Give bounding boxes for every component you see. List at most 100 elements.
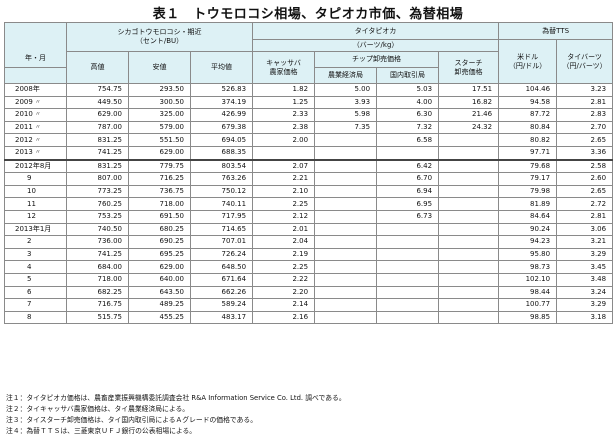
cell-usd: 94.58: [498, 95, 558, 110]
footnote: 注１：タイタピオカ価格は、農畜産業振興機構委託調査会社 R&A Informat…: [6, 394, 346, 402]
cell-avg: 662.26: [189, 285, 254, 300]
cell-high: 831.25: [66, 133, 129, 147]
cell-cassava: 2.22: [252, 272, 316, 287]
cell-avg: 803.54: [189, 158, 254, 174]
cell-baht: 2.81: [556, 95, 614, 110]
cell-baht: 3.21: [556, 235, 614, 249]
cell-chip-agri: 3.93: [314, 95, 378, 110]
cell-chip-agri: 7.35: [314, 120, 378, 135]
header-corn-unit: （セント/BU）: [135, 37, 184, 45]
cell-cassava: 2.19: [252, 247, 316, 262]
cell-usd: 98.85: [498, 310, 558, 325]
cell-high: 716.75: [66, 298, 129, 312]
cell-baht: 2.65: [556, 133, 614, 147]
cell-starch: 21.46: [438, 108, 500, 122]
cell-chip-domestic: 6.94: [376, 184, 440, 199]
cell-low: 779.75: [128, 158, 191, 174]
cell-avg: 679.38: [189, 120, 254, 135]
cell-chip-agri: [314, 133, 378, 147]
cell-high: 773.25: [66, 184, 129, 199]
cell-chip-agri: [314, 222, 378, 237]
cell-cassava: 2.21: [252, 172, 316, 186]
header-fx-group: 為替TTS: [498, 22, 614, 40]
cell-chip-agri: [314, 272, 378, 287]
cell-chip-domestic: 6.70: [376, 172, 440, 186]
row-label-text: 12: [27, 212, 36, 221]
cell-baht: 2.70: [556, 120, 614, 135]
cell-chip-domestic: 6.95: [376, 197, 440, 211]
ditto-mark: 〃: [34, 111, 41, 119]
cell-baht: 2.83: [556, 108, 614, 122]
cell-high: 629.00: [66, 108, 129, 122]
table-row: 12 753.25 691.50 717.95 2.12 6.73 84.64 2.81: [4, 209, 614, 224]
cell-low: 455.25: [128, 310, 191, 325]
cell-chip-domestic: [376, 310, 440, 325]
header-baht-unit: （円/バーツ）: [562, 61, 607, 70]
cell-chip-agri: 5.00: [314, 83, 378, 97]
cell-chip-agri: [314, 172, 378, 186]
cell-avg: 750.12: [189, 184, 254, 199]
cell-chip-domestic: [376, 260, 440, 274]
cell-avg: 740.11: [189, 197, 254, 211]
cell-baht: 3.29: [556, 298, 614, 312]
cell-chip-agri: [314, 310, 378, 325]
row-label: 9: [4, 172, 67, 186]
cell-baht: 3.36: [556, 145, 614, 161]
cell-cassava: [252, 145, 316, 161]
cell-low: 629.00: [128, 145, 191, 161]
row-label: 8: [4, 310, 67, 325]
cell-cassava: 2.25: [252, 197, 316, 211]
header-starch: スターチ 卸売価格: [438, 51, 500, 84]
header-usd-label: 米ドル: [517, 52, 539, 61]
cell-baht: 2.65: [556, 184, 614, 199]
header-cassava: キャッサバ 農家価格: [252, 51, 316, 84]
cell-cassava: 2.33: [252, 108, 316, 122]
cell-cassava: 2.14: [252, 298, 316, 312]
row-label-text: 7: [27, 300, 32, 309]
row-label-text: 6: [27, 287, 32, 296]
cell-usd: 100.77: [498, 298, 558, 312]
row-label: 6: [4, 285, 67, 300]
cell-baht: 3.06: [556, 222, 614, 237]
table-row: 2008年 754.75 293.50 526.83 1.82 5.00 5.03 17.51…: [4, 83, 614, 97]
cell-starch: [438, 133, 500, 147]
cell-high: 807.00: [66, 172, 129, 186]
table-row: 5 718.00 640.00 671.64 2.22 102.10 3.48: [4, 272, 614, 287]
cell-usd: 84.64: [498, 209, 558, 224]
header-starch-sub: 卸売価格: [454, 67, 483, 76]
row-label: 7: [4, 298, 67, 312]
table-row: 4 684.00 629.00 648.50 2.25 98.73 3.45: [4, 260, 614, 274]
table-row: 2 736.00 690.25 707.01 2.04 94.23 3.21: [4, 235, 614, 249]
footnote: 注３：タイスターチ卸売価格は、タイ国内取引局によるＡグレードの価格である。: [6, 416, 258, 424]
row-label: 2: [4, 235, 67, 249]
cell-starch: 16.82: [438, 95, 500, 110]
cell-baht: 2.81: [556, 209, 614, 224]
cell-starch: [438, 235, 500, 249]
row-label: 3: [4, 247, 67, 262]
cell-chip-domestic: 4.00: [376, 95, 440, 110]
ditto-mark: 〃: [34, 136, 41, 144]
cell-high: 753.25: [66, 209, 129, 224]
cell-usd: 104.46: [498, 83, 558, 97]
cell-usd: 80.82: [498, 133, 558, 147]
cell-low: 736.75: [128, 184, 191, 199]
cell-chip-agri: 5.98: [314, 108, 378, 122]
cell-avg: 763.26: [189, 172, 254, 186]
cell-baht: 2.60: [556, 172, 614, 186]
cell-usd: 98.73: [498, 260, 558, 274]
cell-avg: 426.99: [189, 108, 254, 122]
cell-baht: 3.29: [556, 247, 614, 262]
header-cassava-sub: 農家価格: [269, 67, 298, 76]
cell-low: 629.00: [128, 260, 191, 274]
cell-high: 682.25: [66, 285, 129, 300]
row-label: 2011 〃: [4, 120, 67, 135]
row-label: 2008年: [4, 83, 67, 97]
cell-low: 690.25: [128, 235, 191, 249]
header-low: 安値: [128, 51, 191, 84]
cell-usd: 97.71: [498, 145, 558, 161]
ditto-mark: 〃: [34, 149, 41, 157]
row-label: 2012 〃: [4, 133, 67, 147]
cell-cassava: 2.16: [252, 310, 316, 325]
cell-high: 515.75: [66, 310, 129, 325]
cell-cassava: 1.82: [252, 83, 316, 97]
